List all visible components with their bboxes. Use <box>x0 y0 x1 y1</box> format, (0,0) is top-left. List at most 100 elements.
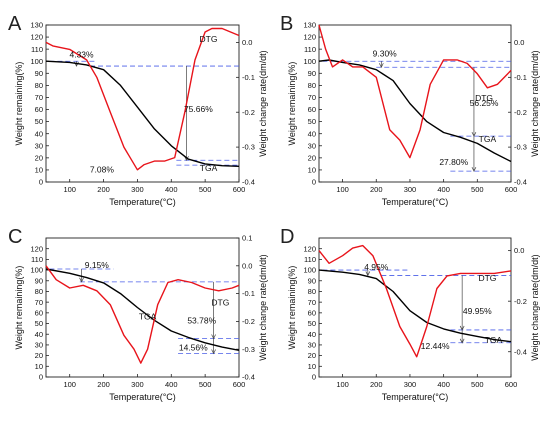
chart-panel-d: 100 200 300 400 500 6000102030405060708090100… <box>280 226 540 402</box>
panel-letter: B <box>280 13 293 35</box>
x-tick-label: 100 <box>336 185 349 194</box>
arrow-head <box>211 349 216 355</box>
y2-tick-label: -0.3 <box>242 345 255 354</box>
y-tick-label: 90 <box>35 69 43 78</box>
percent-annotation: 9.15% <box>85 260 110 270</box>
arrow-head <box>379 63 384 69</box>
y-axis-label: Weight remaining(%) <box>14 266 24 350</box>
y2-tick-label: 0.0 <box>242 261 252 270</box>
y-tick-label: 100 <box>303 57 316 66</box>
x-tick-label: 200 <box>97 185 110 194</box>
arrow-head <box>471 166 477 172</box>
y-tick-label: 10 <box>308 362 316 371</box>
series-line-dtg <box>45 27 240 171</box>
y-tick-label: 90 <box>308 69 316 78</box>
x-tick-label: 200 <box>370 380 383 389</box>
percent-annotation: 7.08% <box>90 164 115 174</box>
x-tick-label: 600 <box>505 380 518 389</box>
y-tick-label: 0 <box>312 373 316 382</box>
series-label: TGA <box>485 335 503 345</box>
series-label: DTG <box>211 297 229 307</box>
x-tick-label: 300 <box>404 380 417 389</box>
series-line-tga <box>45 60 240 167</box>
y-tick-label: 50 <box>35 117 43 126</box>
percent-annotation: 49.95% <box>463 306 492 316</box>
x-tick-label: 500 <box>471 380 484 389</box>
plot-frame <box>318 237 512 378</box>
y-tick-label: 70 <box>308 93 316 102</box>
plot-frame <box>45 237 240 378</box>
y-tick-label: 50 <box>35 319 43 328</box>
x-tick-label: 600 <box>233 380 246 389</box>
y-tick-label: 0 <box>39 373 43 382</box>
y-tick-label: 90 <box>35 276 43 285</box>
y-tick-label: 20 <box>308 153 316 162</box>
x-tick-label: 400 <box>437 380 450 389</box>
y-tick-label: 30 <box>35 341 43 350</box>
percent-annotation: 9.30% <box>373 48 398 58</box>
y-tick-label: 60 <box>308 105 316 114</box>
x-axis-label: Temperature(°C) <box>382 392 449 402</box>
percent-annotation: 53.78% <box>187 316 216 326</box>
x-tick-label: 400 <box>165 380 178 389</box>
x-axis-label: Temperature(°C) <box>382 197 449 207</box>
y-tick-label: 100 <box>30 57 43 66</box>
percent-annotation: 75.66% <box>184 104 213 114</box>
chart-panel-a: 100 200 300 400 500 600 0 10 20 30 40 50 60 70 80 90 100… <box>8 13 268 207</box>
x-tick-label: 500 <box>471 185 484 194</box>
series-label: DTG <box>478 273 496 283</box>
y2-tick-label: -0.4 <box>514 178 527 187</box>
y-tick-label: 130 <box>303 21 316 30</box>
x-tick-label: 500 <box>199 380 212 389</box>
y-tick-label: 10 <box>308 166 316 175</box>
series-line-dtg <box>45 265 240 364</box>
y-tick-label: 0 <box>39 178 43 187</box>
x-tick-label: 600 <box>233 185 246 194</box>
x-tick-label: 300 <box>131 185 144 194</box>
y2-tick-label: 0.0 <box>242 38 252 47</box>
panel-letter: D <box>280 226 294 248</box>
series-line-tga <box>45 268 240 351</box>
arrow-head <box>79 277 84 283</box>
x-tick-label: 400 <box>437 185 450 194</box>
y2-tick-label: -0.4 <box>242 373 255 382</box>
y2-tick-label: -0.1 <box>242 289 255 298</box>
y2-tick-label: -0.2 <box>514 108 527 117</box>
y-tick-label: 110 <box>31 255 43 264</box>
chart-panel-b: 100 200 300 400 500 600 0 10 20 30 40 50 60 70 80 90 100… <box>280 13 540 207</box>
arrow-head <box>365 271 371 277</box>
y2-axis-label: Weight change rate(dm/dt) <box>258 254 268 360</box>
y-tick-label: 20 <box>35 351 43 360</box>
y-axis-label: Weight remaining(%) <box>14 62 24 146</box>
y-tick-label: 80 <box>35 81 43 90</box>
series-label: DTG <box>475 93 493 103</box>
y-tick-label: 110 <box>31 45 43 54</box>
y-tick-label: 10 <box>35 166 43 175</box>
y2-axis-label: Weight change rate(dm/dt) <box>530 254 540 360</box>
percent-annotation: 27.80% <box>439 157 468 167</box>
percent-annotation: 4.95% <box>364 262 389 272</box>
y-tick-label: 30 <box>308 141 316 150</box>
x-tick-label: 200 <box>370 185 383 194</box>
y-tick-label: 10 <box>35 362 43 371</box>
y-tick-label: 80 <box>308 81 316 90</box>
y-tick-label: 70 <box>35 93 43 102</box>
chart-panel-c: 100 200 300 400 500 6000102030405060708090100… <box>8 226 268 402</box>
y2-tick-label: -0.2 <box>242 108 255 117</box>
y-tick-label: 60 <box>35 105 43 114</box>
series-line-tga <box>318 59 512 163</box>
y-tick-label: 20 <box>35 153 43 162</box>
y-tick-label: 120 <box>303 244 316 253</box>
y-tick-label: 40 <box>308 129 316 138</box>
y-tick-label: 120 <box>303 33 316 42</box>
plot-frame <box>318 24 512 183</box>
y-tick-label: 120 <box>30 244 43 253</box>
percent-annotation: 56.25% <box>470 98 499 108</box>
series-line-dtg <box>318 244 512 358</box>
y-tick-label: 70 <box>308 298 316 307</box>
y2-axis-label: Weight change rate(dm/dt) <box>530 50 540 156</box>
percent-annotation: 14.56% <box>179 342 208 352</box>
y2-tick-label: 0.0 <box>514 246 524 255</box>
series-label: DTG <box>200 34 218 44</box>
